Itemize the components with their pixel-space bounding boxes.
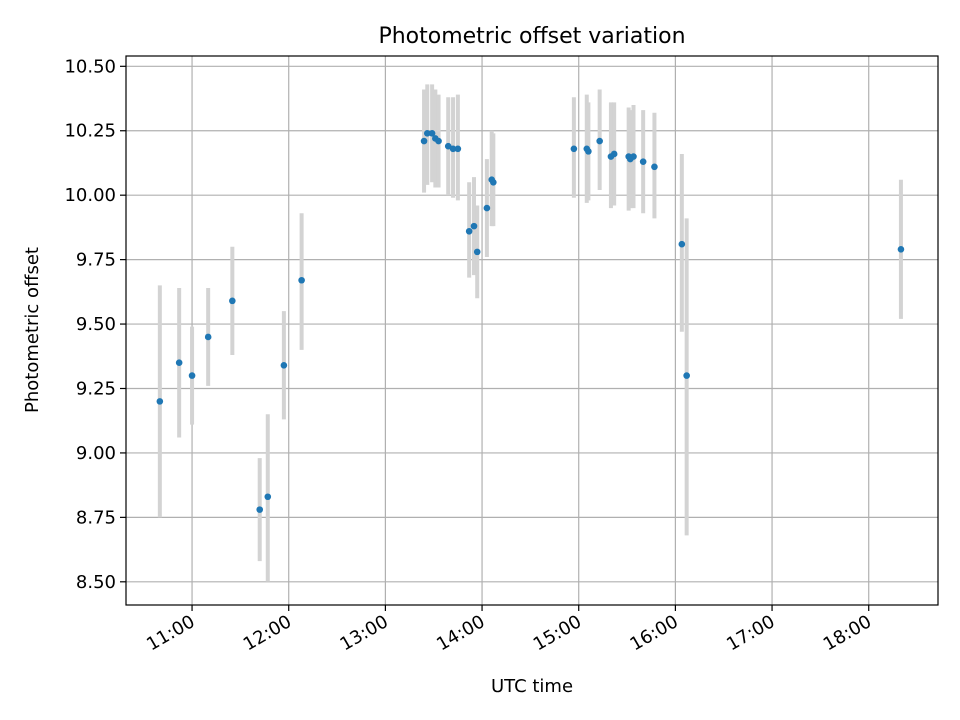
- y-tick-label: 10.50: [64, 56, 116, 77]
- data-point: [585, 148, 592, 155]
- data-point: [651, 163, 658, 171]
- data-point: [444, 142, 452, 150]
- y-tick-label: 10.25: [64, 121, 116, 142]
- data-point: [229, 297, 236, 305]
- x-axis-label: UTC time: [491, 676, 573, 697]
- data-point: [420, 137, 428, 145]
- y-axis-ticks: 8.50 8.75 9.00 9.25 9.50 9.75 10.00 10.25 10.50: [64, 56, 126, 593]
- data-point: [610, 150, 618, 158]
- data-point: [570, 145, 578, 153]
- data-point: [280, 361, 288, 369]
- y-tick-label: 8.75: [76, 507, 116, 528]
- data-point: [897, 246, 905, 253]
- data-point: [454, 145, 462, 153]
- data-point: [678, 240, 686, 248]
- data-point: [473, 248, 481, 256]
- y-tick-label: 10.00: [64, 185, 116, 206]
- data-point: [256, 506, 264, 513]
- data-point: [264, 493, 272, 501]
- y-tick-label: 9.50: [76, 314, 116, 335]
- chart-title: Photometric offset variation: [378, 24, 685, 49]
- y-axis-label: Photometric offset: [22, 247, 43, 413]
- y-tick-label: 9.75: [76, 250, 116, 271]
- plot-frame: [125, 55, 939, 606]
- data-points: [156, 130, 905, 513]
- data-point: [435, 137, 442, 145]
- data-point: [483, 204, 491, 212]
- data-point: [449, 145, 457, 153]
- y-tick-label: 9.00: [76, 443, 116, 464]
- data-point: [639, 158, 647, 165]
- y-tick-label: 8.50: [76, 572, 116, 593]
- data-point: [175, 359, 183, 367]
- data-point: [423, 130, 431, 137]
- data-point: [298, 276, 305, 284]
- data-point: [428, 130, 436, 137]
- data-point: [490, 178, 497, 186]
- data-point: [630, 153, 637, 160]
- y-tick-label: 9.25: [76, 378, 116, 399]
- data-point: [156, 398, 164, 405]
- data-point: [683, 372, 690, 379]
- data-point: [204, 333, 212, 341]
- data-point: [188, 372, 196, 379]
- data-point: [465, 227, 473, 235]
- data-point: [596, 137, 603, 145]
- data-point: [470, 222, 478, 230]
- grid: [126, 56, 938, 605]
